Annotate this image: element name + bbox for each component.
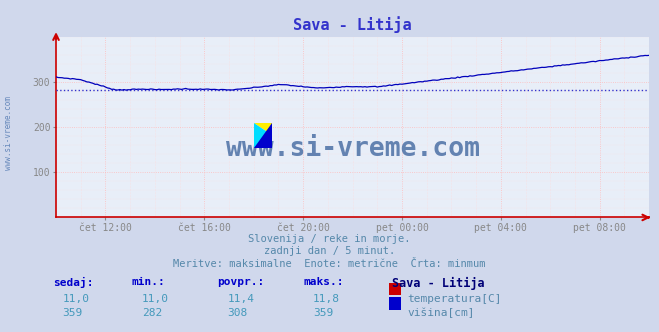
Text: Sava - Litija: Sava - Litija (392, 277, 485, 290)
Text: Slovenija / reke in morje.: Slovenija / reke in morje. (248, 234, 411, 244)
Text: 359: 359 (63, 308, 83, 318)
Text: maks.:: maks.: (303, 277, 343, 287)
Text: povpr.:: povpr.: (217, 277, 265, 287)
Text: 11,0: 11,0 (63, 294, 90, 304)
Text: 11,8: 11,8 (313, 294, 340, 304)
Text: min.:: min.: (132, 277, 165, 287)
Title: Sava - Litija: Sava - Litija (293, 16, 412, 33)
Text: 282: 282 (142, 308, 162, 318)
Text: www.si-vreme.com: www.si-vreme.com (225, 136, 480, 162)
Text: 11,0: 11,0 (142, 294, 169, 304)
Text: zadnji dan / 5 minut.: zadnji dan / 5 minut. (264, 246, 395, 256)
Polygon shape (254, 123, 272, 148)
Text: Meritve: maksimalne  Enote: metrične  Črta: minmum: Meritve: maksimalne Enote: metrične Črta… (173, 259, 486, 269)
Text: 308: 308 (227, 308, 248, 318)
Polygon shape (254, 123, 272, 148)
Text: višina[cm]: višina[cm] (407, 308, 474, 318)
Text: temperatura[C]: temperatura[C] (407, 294, 501, 304)
Text: sedaj:: sedaj: (53, 277, 93, 288)
Polygon shape (254, 123, 272, 135)
Text: 11,4: 11,4 (227, 294, 254, 304)
Text: www.si-vreme.com: www.si-vreme.com (4, 96, 13, 170)
Text: 359: 359 (313, 308, 333, 318)
